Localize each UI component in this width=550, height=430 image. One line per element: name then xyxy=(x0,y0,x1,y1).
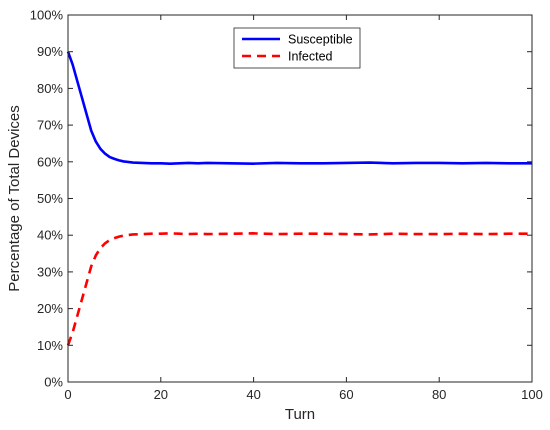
x-axis-title: Turn xyxy=(285,406,315,423)
legend-label-susceptible: Susceptible xyxy=(288,33,353,47)
x-tick-label: 60 xyxy=(339,387,353,402)
x-tick-label: 20 xyxy=(154,387,168,402)
x-tick-label: 0 xyxy=(64,387,71,402)
plot-area xyxy=(68,15,532,382)
y-tick-label: 10% xyxy=(37,338,63,353)
y-tick-label: 0% xyxy=(44,375,63,390)
y-tick-label: 80% xyxy=(37,81,63,96)
y-axis-title: Percentage of Total Devices xyxy=(6,105,23,292)
series-layer xyxy=(66,51,532,346)
y-tick-label: 50% xyxy=(37,191,63,206)
series-line-infected xyxy=(66,232,532,346)
y-tick-label: 90% xyxy=(37,44,63,59)
y-tick-label: 100% xyxy=(30,8,64,23)
x-tick-label: 80 xyxy=(432,387,446,402)
x-tick-label: 100 xyxy=(521,387,543,402)
y-tick-label: 20% xyxy=(37,301,63,316)
legend-label-infected: Infected xyxy=(288,50,333,64)
legend-box xyxy=(233,27,361,69)
y-tick-label: 70% xyxy=(37,118,63,133)
x-tick-label: 40 xyxy=(246,387,260,402)
y-tick-label: 60% xyxy=(37,154,63,169)
y-tick-label: 40% xyxy=(37,228,63,243)
y-tick-label: 30% xyxy=(37,264,63,279)
ticks-layer: 0 20 40 60 80 100 0% 10% 20% 30% 40% 50% 60% 70% 80% 90… xyxy=(30,8,543,403)
series-line-susceptible xyxy=(66,51,532,165)
legend: Susceptible Infected xyxy=(233,27,361,69)
